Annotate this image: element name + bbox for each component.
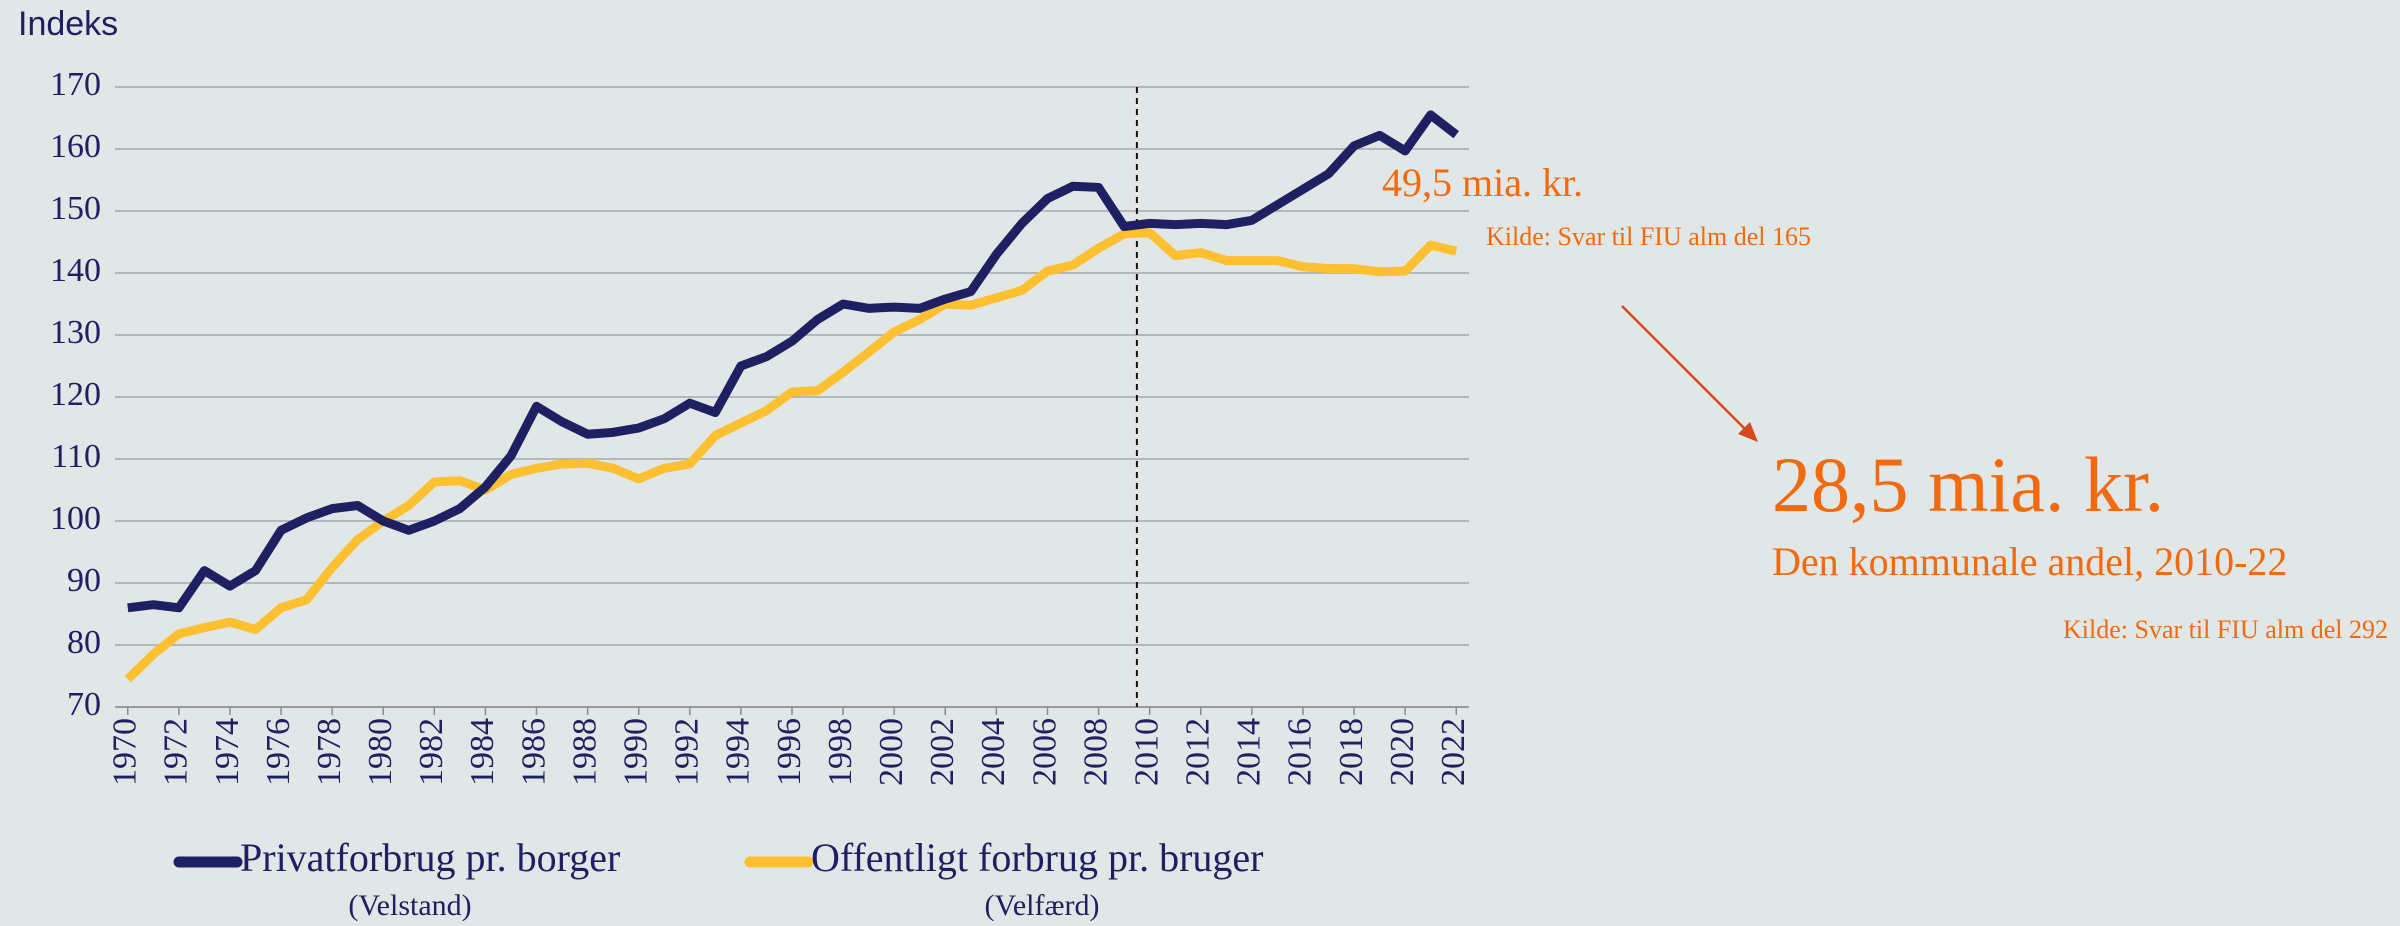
x-tick-label: 1974 (209, 718, 246, 786)
x-tick-label: 1984 (464, 718, 501, 786)
y-tick-label: 70 (67, 686, 101, 723)
annotation-source: Kilde: Svar til FIU alm del 165 (1486, 222, 1811, 251)
x-tick-label: 1996 (771, 718, 808, 786)
annotation-source: Kilde: Svar til FIU alm del 292 (2063, 615, 2388, 644)
y-axis-label: Indeks (18, 5, 118, 43)
legend-note: (Velstand) (348, 889, 471, 922)
x-tick-label: 1988 (566, 718, 603, 786)
x-tick-label: 1986 (515, 718, 552, 786)
y-tick-label: 170 (50, 66, 101, 103)
x-tick-label: 1982 (413, 718, 450, 786)
arrow-head (1738, 422, 1758, 442)
annotation: 49,5 mia. kr. (1382, 160, 1583, 205)
x-tick-label: 2022 (1435, 718, 1472, 786)
x-tick-label: 2020 (1384, 718, 1421, 786)
y-tick-label: 120 (50, 376, 101, 413)
x-tick-label: 1972 (158, 718, 195, 786)
legend-label: Offentligt forbrug pr. bruger (811, 835, 1263, 880)
y-tick-label: 140 (50, 252, 101, 289)
x-tick-label: 1990 (618, 718, 655, 786)
x-tick-label: 1994 (720, 718, 757, 786)
x-tick-label: 1998 (822, 718, 859, 786)
legend-label: Privatforbrug pr. borger (240, 835, 620, 880)
x-tick-label: 1978 (311, 718, 348, 786)
x-tick-label: 2002 (924, 718, 961, 786)
x-tick-label: 1976 (260, 718, 297, 786)
x-tick-label: 2000 (873, 718, 910, 786)
x-tick-label: 2010 (1128, 718, 1165, 786)
y-tick-label: 150 (50, 190, 101, 227)
y-tick-label: 90 (67, 562, 101, 599)
arrow-line (1621, 305, 1749, 433)
y-tick-label: 80 (67, 624, 101, 661)
x-tick-label: 2004 (975, 718, 1012, 786)
x-tick-label: 2018 (1333, 718, 1370, 786)
annotation: Den kommunale andel, 2010-22 (1772, 539, 2287, 584)
x-tick-label: 1992 (669, 718, 706, 786)
series-line (124, 228, 1458, 683)
x-tick-label: 2006 (1026, 718, 1063, 786)
y-tick-label: 160 (50, 128, 101, 165)
y-tick-label: 110 (51, 438, 101, 475)
x-tick-label: 2016 (1282, 718, 1319, 786)
x-tick-label: 2014 (1231, 718, 1268, 786)
y-tick-label: 130 (50, 314, 101, 351)
x-tick-label: 2012 (1180, 718, 1217, 786)
x-tick-label: 1970 (107, 718, 144, 786)
x-tick-label: 1980 (362, 718, 399, 786)
legend-note: (Velfærd) (985, 889, 1100, 922)
x-tick-label: 2008 (1077, 718, 1114, 786)
y-tick-label: 100 (50, 500, 101, 537)
series-line (127, 110, 1459, 613)
annotation: 28,5 mia. kr. (1772, 441, 2164, 528)
